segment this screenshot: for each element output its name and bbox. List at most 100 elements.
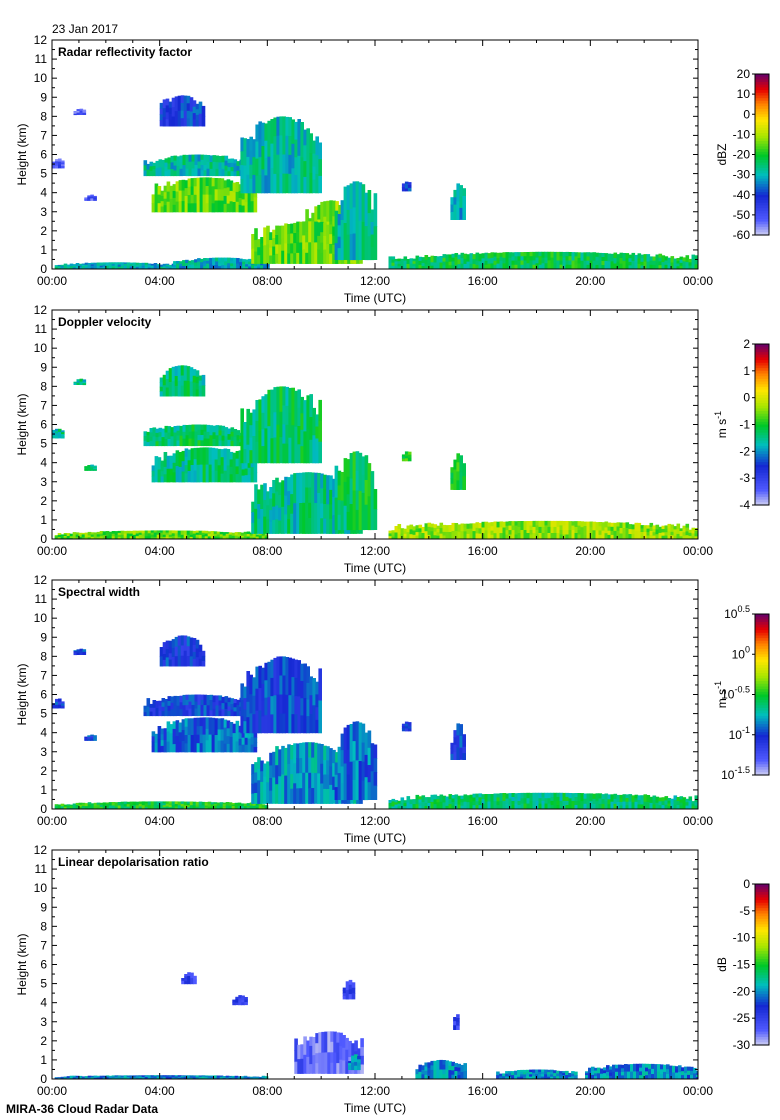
colorbar-swatch bbox=[755, 395, 769, 399]
colorbar-swatch bbox=[755, 986, 769, 990]
data-region bbox=[143, 424, 250, 447]
colorbar-swatch bbox=[755, 491, 769, 495]
x-tick-label: 04:00 bbox=[145, 1084, 175, 1098]
data-region bbox=[388, 251, 698, 269]
data-region bbox=[73, 378, 87, 386]
x-tick-label: 16:00 bbox=[468, 1084, 498, 1098]
x-tick-label: 00:00 bbox=[683, 274, 713, 288]
colorbar-swatch bbox=[755, 181, 769, 185]
colorbar-swatch bbox=[755, 432, 769, 436]
colorbar-tick-label: -20 bbox=[733, 148, 751, 162]
data-region bbox=[294, 1031, 364, 1074]
colorbar-tick-label: -25 bbox=[733, 1011, 751, 1025]
x-tick-label: 04:00 bbox=[145, 274, 175, 288]
x-tick-label: 12:00 bbox=[360, 274, 390, 288]
colorbar-swatch bbox=[755, 141, 769, 145]
colorbar-swatch bbox=[755, 376, 769, 380]
colorbar-swatch bbox=[755, 502, 769, 506]
x-tick-label: 20:00 bbox=[575, 544, 605, 558]
x-tick-label: 00:00 bbox=[37, 814, 67, 828]
colorbar-swatch bbox=[755, 424, 769, 428]
colorbar-swatch bbox=[755, 116, 769, 121]
colorbar-swatch bbox=[755, 456, 769, 460]
colorbar-swatch bbox=[755, 724, 769, 728]
colorbar-swatch bbox=[755, 435, 769, 439]
colorbar-swatch bbox=[755, 84, 769, 88]
colorbar-swatch bbox=[755, 943, 769, 947]
colorbar-tick-label: -50 bbox=[733, 208, 751, 222]
colorbar-tick-label: 20 bbox=[737, 67, 751, 81]
colorbar-swatch bbox=[755, 368, 769, 372]
colorbar-swatch bbox=[755, 119, 769, 123]
data-region bbox=[151, 177, 258, 213]
colorbar-tick-label: 1 bbox=[743, 364, 750, 378]
x-tick-label: 00:00 bbox=[37, 1084, 67, 1098]
colorbar-swatch bbox=[755, 197, 769, 201]
colorbar-swatch bbox=[755, 889, 769, 893]
colorbar-swatch bbox=[755, 1028, 769, 1033]
panel-2-data bbox=[52, 365, 698, 539]
colorbar-swatch bbox=[755, 1023, 769, 1027]
data-region bbox=[401, 181, 412, 192]
colorbar-swatch bbox=[755, 92, 769, 97]
colorbar-swatch bbox=[755, 362, 769, 367]
x-tick-label: 00:00 bbox=[683, 544, 713, 558]
colorbar: 0 -5 -10 -15 -20 -25 -30 dB bbox=[715, 877, 770, 1052]
y-tick-label: 4 bbox=[40, 726, 47, 740]
y-tick-label: 12 bbox=[34, 33, 48, 47]
colorbar-swatch bbox=[755, 146, 769, 150]
colorbar-swatch bbox=[755, 892, 769, 896]
colorbar-swatch bbox=[755, 386, 769, 391]
colorbar-swatch bbox=[755, 913, 769, 917]
y-tick-label: 3 bbox=[40, 1015, 47, 1029]
colorbar-swatch bbox=[755, 365, 769, 369]
y-tick-label: 8 bbox=[40, 919, 47, 933]
colorbar-swatch bbox=[755, 961, 769, 966]
colorbar-swatch bbox=[755, 1018, 769, 1022]
y-tick-label: 6 bbox=[40, 958, 47, 972]
x-axis-label: Time (UTC) bbox=[344, 561, 406, 575]
colorbar-tick-label: 0 bbox=[743, 391, 750, 405]
colorbar-swatch bbox=[755, 378, 769, 383]
y-tick-label: 6 bbox=[40, 148, 47, 162]
x-tick-label: 08:00 bbox=[252, 814, 282, 828]
x-axis-label: Time (UTC) bbox=[344, 291, 406, 305]
y-tick-label: 12 bbox=[34, 843, 48, 857]
data-region bbox=[52, 158, 65, 169]
colorbar-swatch bbox=[755, 413, 769, 418]
colorbar-tick-label: -60 bbox=[733, 228, 751, 242]
y-tick-label: 8 bbox=[40, 379, 47, 393]
colorbar-swatch bbox=[755, 640, 769, 645]
data-region bbox=[52, 428, 65, 439]
data-region bbox=[173, 257, 270, 269]
colorbar-swatch bbox=[755, 710, 769, 714]
colorbar-swatch bbox=[755, 991, 769, 995]
y-tick-label: 9 bbox=[40, 900, 47, 914]
colorbar-tick-label: -30 bbox=[733, 1038, 751, 1052]
y-tick-label: 1 bbox=[40, 243, 47, 257]
colorbar-swatch bbox=[755, 999, 769, 1003]
colorbar-swatch bbox=[755, 499, 769, 503]
colorbar-swatch bbox=[755, 100, 769, 105]
x-tick-label: 12:00 bbox=[360, 814, 390, 828]
colorbar-swatch bbox=[755, 959, 769, 963]
colorbar-tick-label: 100 bbox=[732, 644, 750, 661]
colorbar-tick-label: -15 bbox=[733, 958, 751, 972]
colorbar-swatch bbox=[755, 103, 769, 107]
colorbar-swatch bbox=[755, 392, 769, 396]
y-tick-label: 5 bbox=[40, 167, 47, 181]
x-tick-label: 04:00 bbox=[145, 544, 175, 558]
colorbar-swatch bbox=[755, 646, 769, 650]
colorbar-swatch bbox=[755, 956, 769, 960]
data-region bbox=[159, 635, 206, 667]
colorbar-swatch bbox=[755, 691, 769, 696]
colorbar-swatch bbox=[755, 373, 769, 377]
colorbar-swatch bbox=[755, 616, 769, 620]
colorbar-swatch bbox=[755, 464, 769, 469]
colorbar-swatch bbox=[755, 996, 769, 1000]
colorbar-swatch bbox=[755, 737, 769, 741]
colorbar-swatch bbox=[755, 178, 769, 182]
colorbar-swatch bbox=[755, 346, 769, 350]
colorbar-swatch bbox=[755, 924, 769, 928]
y-tick-label: 9 bbox=[40, 90, 47, 104]
